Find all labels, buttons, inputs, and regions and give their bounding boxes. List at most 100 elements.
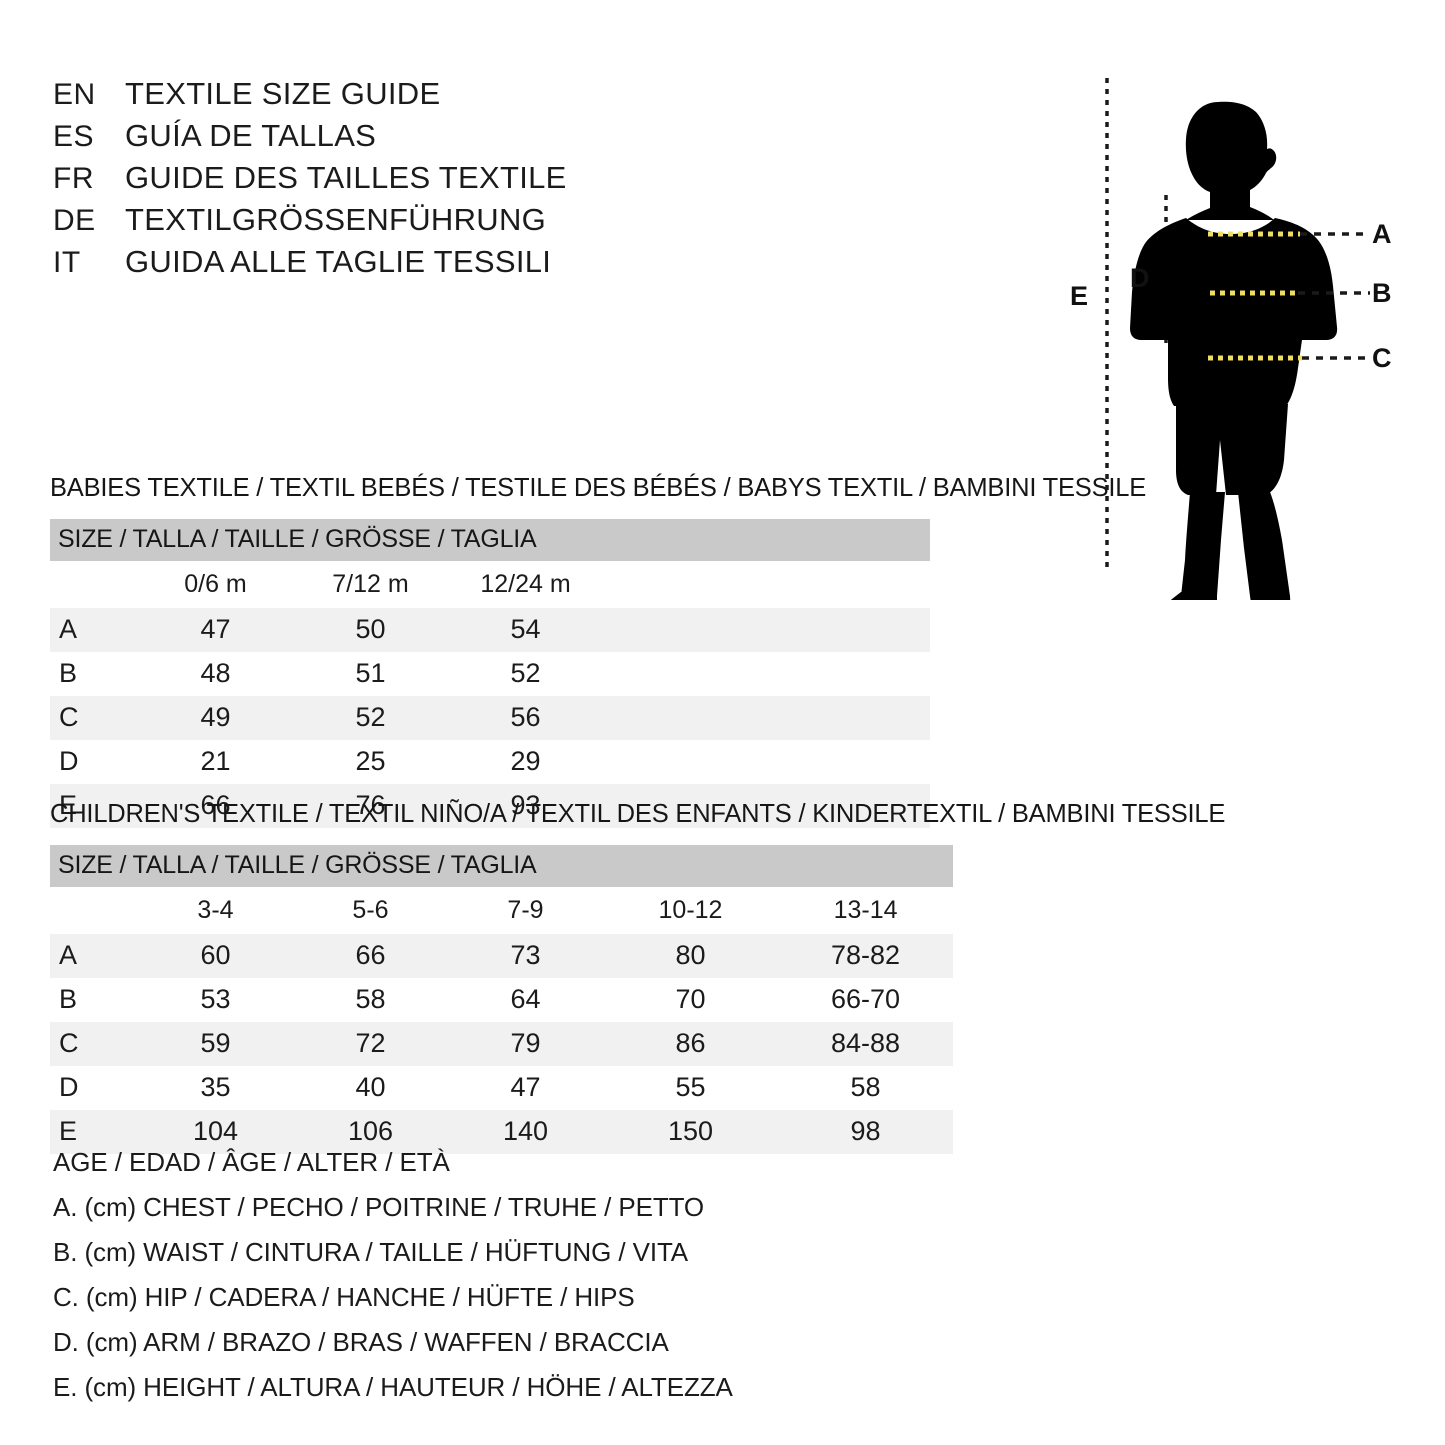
babies-cell-d-pad bbox=[603, 740, 930, 784]
child-silhouette-figure: A B C D E bbox=[1050, 40, 1445, 600]
children-cell-e-1: 106 bbox=[293, 1110, 448, 1154]
children-cell-d-3: 55 bbox=[675, 1072, 706, 1102]
children-column-header-row: 3-4 5-6 7-9 10-12 13-14 bbox=[50, 887, 954, 934]
children-cell-a-2: 73 bbox=[448, 934, 603, 978]
babies-cell-b-2: 52 bbox=[510, 658, 541, 688]
figure-label-e: E bbox=[1070, 281, 1089, 311]
babies-column-header-0: 0/6 m bbox=[138, 561, 293, 608]
babies-cell-d-0: 21 bbox=[200, 746, 231, 776]
babies-column-header-2: 12/24 m bbox=[448, 561, 603, 608]
children-cell-b-3: 70 bbox=[675, 984, 706, 1014]
children-cell-c-2: 79 bbox=[448, 1022, 603, 1066]
legend-line-waist: B. (cm) WAIST / CINTURA / TAILLE / HÜFTU… bbox=[53, 1237, 689, 1267]
children-cell-a-3: 80 bbox=[603, 934, 778, 978]
legend-line-arm: D. (cm) ARM / BRAZO / BRAS / WAFFEN / BR… bbox=[53, 1327, 669, 1357]
babies-corner-cell bbox=[50, 561, 138, 608]
children-size-bar-row: SIZE / TALLA / TAILLE / GRÖSSE / TAGLIA bbox=[50, 845, 954, 887]
babies-size-bar-label: SIZE / TALLA / TAILLE / GRÖSSE / TAGLIA bbox=[50, 519, 930, 561]
babies-cell-c-0: 49 bbox=[138, 696, 293, 740]
children-row-label-e: E bbox=[50, 1110, 138, 1154]
babies-cell-b-0: 48 bbox=[200, 658, 231, 688]
language-row-es: ES GUÍA DE TALLAS bbox=[53, 118, 673, 160]
children-cell-d-2: 47 bbox=[510, 1072, 541, 1102]
table-row: D 35 40 47 55 58 bbox=[50, 1066, 953, 1110]
babies-cell-e-2: 93 bbox=[448, 784, 603, 828]
language-title-fr: GUIDE DES TAILLES TEXTILE bbox=[125, 160, 567, 195]
babies-cell-c-1: 52 bbox=[293, 696, 448, 740]
children-row-label-c: C bbox=[50, 1022, 138, 1066]
babies-row-label-b: B bbox=[59, 658, 78, 688]
babies-cell-d-2: 29 bbox=[510, 746, 541, 776]
babies-row-label-d: D bbox=[59, 746, 79, 776]
children-cell-d-4: 58 bbox=[850, 1072, 881, 1102]
babies-cell-e-0: 66 bbox=[138, 784, 293, 828]
babies-column-header-row: 0/6 m 7/12 m 12/24 m bbox=[50, 561, 930, 608]
children-cell-d-1: 40 bbox=[355, 1072, 386, 1102]
children-corner-cell bbox=[50, 887, 138, 934]
children-cell-e-4: 98 bbox=[778, 1110, 954, 1154]
language-row-en: EN TEXTILE SIZE GUIDE bbox=[53, 76, 673, 118]
children-column-header-2: 7-9 bbox=[448, 887, 603, 934]
language-title-en: TEXTILE SIZE GUIDE bbox=[125, 76, 441, 111]
babies-size-table: SIZE / TALLA / TAILLE / GRÖSSE / TAGLIA … bbox=[50, 519, 930, 828]
children-section-title: CHILDREN'S TEXTILE / TEXTIL NIÑO/A / TEX… bbox=[50, 800, 1226, 828]
babies-cell-a-0: 47 bbox=[138, 608, 293, 652]
babies-column-header-1: 7/12 m bbox=[293, 561, 448, 608]
children-row-label-a: A bbox=[50, 934, 138, 978]
children-row-label-d: D bbox=[59, 1072, 79, 1102]
child-silhouette-shape bbox=[1130, 101, 1338, 600]
legend-line-chest: A. (cm) CHEST / PECHO / POITRINE / TRUHE… bbox=[53, 1192, 705, 1222]
legend-line-age: AGE / EDAD / ÂGE / ALTER / ETÀ bbox=[53, 1147, 450, 1177]
table-row: C 59 72 79 86 84-88 bbox=[50, 1022, 954, 1066]
babies-cell-c-2: 56 bbox=[448, 696, 603, 740]
children-row-label-b: B bbox=[59, 984, 78, 1014]
babies-cell-e-1: 76 bbox=[293, 784, 448, 828]
legend-line-height: E. (cm) HEIGHT / ALTURA / HAUTEUR / HÖHE… bbox=[53, 1372, 733, 1402]
language-code-de: DE bbox=[53, 204, 96, 237]
babies-cell-c-pad bbox=[603, 696, 930, 740]
figure-label-d: D bbox=[1130, 263, 1150, 293]
table-row: E 66 76 93 bbox=[50, 784, 930, 828]
language-row-fr: FR GUIDE DES TAILLES TEXTILE bbox=[53, 160, 673, 202]
language-header-block: EN TEXTILE SIZE GUIDE ES GUÍA DE TALLAS … bbox=[53, 76, 673, 286]
language-code-it: IT bbox=[53, 246, 81, 279]
babies-cell-a-pad bbox=[603, 608, 930, 652]
babies-cell-b-pad bbox=[603, 652, 930, 696]
children-cell-b-0: 53 bbox=[200, 984, 231, 1014]
children-size-table: SIZE / TALLA / TAILLE / GRÖSSE / TAGLIA … bbox=[50, 845, 954, 1154]
children-cell-c-4: 84-88 bbox=[778, 1022, 954, 1066]
language-title-it: GUIDA ALLE TAGLIE TESSILI bbox=[125, 244, 552, 279]
language-code-en: EN bbox=[53, 78, 96, 111]
children-column-header-0: 3-4 bbox=[138, 887, 293, 934]
table-row: B 53 58 64 70 66-70 bbox=[50, 978, 953, 1022]
legend-line-hip: C. (cm) HIP / CADERA / HANCHE / HÜFTE / … bbox=[53, 1282, 635, 1312]
babies-section: BABIES TEXTILE / TEXTIL BEBÉS / TESTILE … bbox=[50, 474, 1146, 828]
figure-label-c: C bbox=[1372, 343, 1392, 373]
children-cell-c-1: 72 bbox=[293, 1022, 448, 1066]
children-section: CHILDREN'S TEXTILE / TEXTIL NIÑO/A / TEX… bbox=[50, 800, 1225, 1154]
babies-column-header-pad bbox=[603, 561, 930, 608]
figure-label-b: B bbox=[1372, 278, 1392, 308]
children-size-bar-label: SIZE / TALLA / TAILLE / GRÖSSE / TAGLIA bbox=[50, 845, 954, 887]
children-cell-e-2: 140 bbox=[448, 1110, 603, 1154]
children-cell-c-0: 59 bbox=[138, 1022, 293, 1066]
babies-cell-a-1: 50 bbox=[293, 608, 448, 652]
babies-cell-d-1: 25 bbox=[355, 746, 386, 776]
children-column-header-3: 10-12 bbox=[603, 887, 778, 934]
table-row: A 47 50 54 bbox=[50, 608, 930, 652]
language-title-es: GUÍA DE TALLAS bbox=[125, 118, 377, 153]
children-cell-b-2: 64 bbox=[510, 984, 541, 1014]
children-column-header-4: 13-14 bbox=[778, 887, 954, 934]
babies-row-label-e: E bbox=[50, 784, 138, 828]
table-row: C 49 52 56 bbox=[50, 696, 930, 740]
language-row-de: DE TEXTILGRÖSSENFÜHRUNG bbox=[53, 202, 673, 244]
language-title-de: TEXTILGRÖSSENFÜHRUNG bbox=[125, 202, 547, 237]
language-code-fr: FR bbox=[53, 162, 94, 195]
table-row: A 60 66 73 80 78-82 bbox=[50, 934, 954, 978]
language-row-it: IT GUIDA ALLE TAGLIE TESSILI bbox=[53, 244, 673, 286]
table-row: D 21 25 29 bbox=[50, 740, 930, 784]
babies-cell-b-1: 51 bbox=[355, 658, 386, 688]
children-cell-a-1: 66 bbox=[293, 934, 448, 978]
babies-cell-e-pad bbox=[603, 784, 930, 828]
babies-section-title: BABIES TEXTILE / TEXTIL BEBÉS / TESTILE … bbox=[50, 474, 1147, 502]
